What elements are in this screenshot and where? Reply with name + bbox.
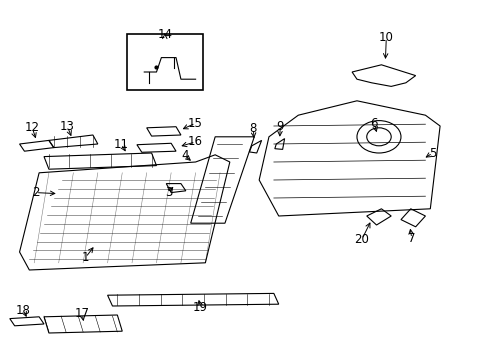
Text: 3: 3 [164, 186, 172, 199]
Text: 12: 12 [25, 121, 40, 134]
Text: 7: 7 [407, 232, 415, 245]
Text: 14: 14 [157, 28, 172, 41]
Text: 10: 10 [378, 31, 393, 44]
Text: 15: 15 [188, 117, 203, 130]
Text: 19: 19 [193, 301, 207, 314]
Text: 6: 6 [369, 117, 377, 130]
Text: 1: 1 [81, 251, 89, 264]
Text: 13: 13 [60, 120, 75, 133]
Text: 17: 17 [75, 307, 89, 320]
Text: 2: 2 [32, 186, 40, 199]
Text: 11: 11 [114, 138, 128, 150]
Text: 5: 5 [428, 147, 436, 159]
Bar [127, 34, 203, 90]
Text: 8: 8 [249, 122, 257, 135]
Text: 18: 18 [16, 304, 31, 317]
Text: 4: 4 [181, 149, 188, 162]
Text: 16: 16 [188, 135, 203, 148]
Text: 9: 9 [276, 120, 284, 133]
Text: 20: 20 [354, 233, 368, 246]
